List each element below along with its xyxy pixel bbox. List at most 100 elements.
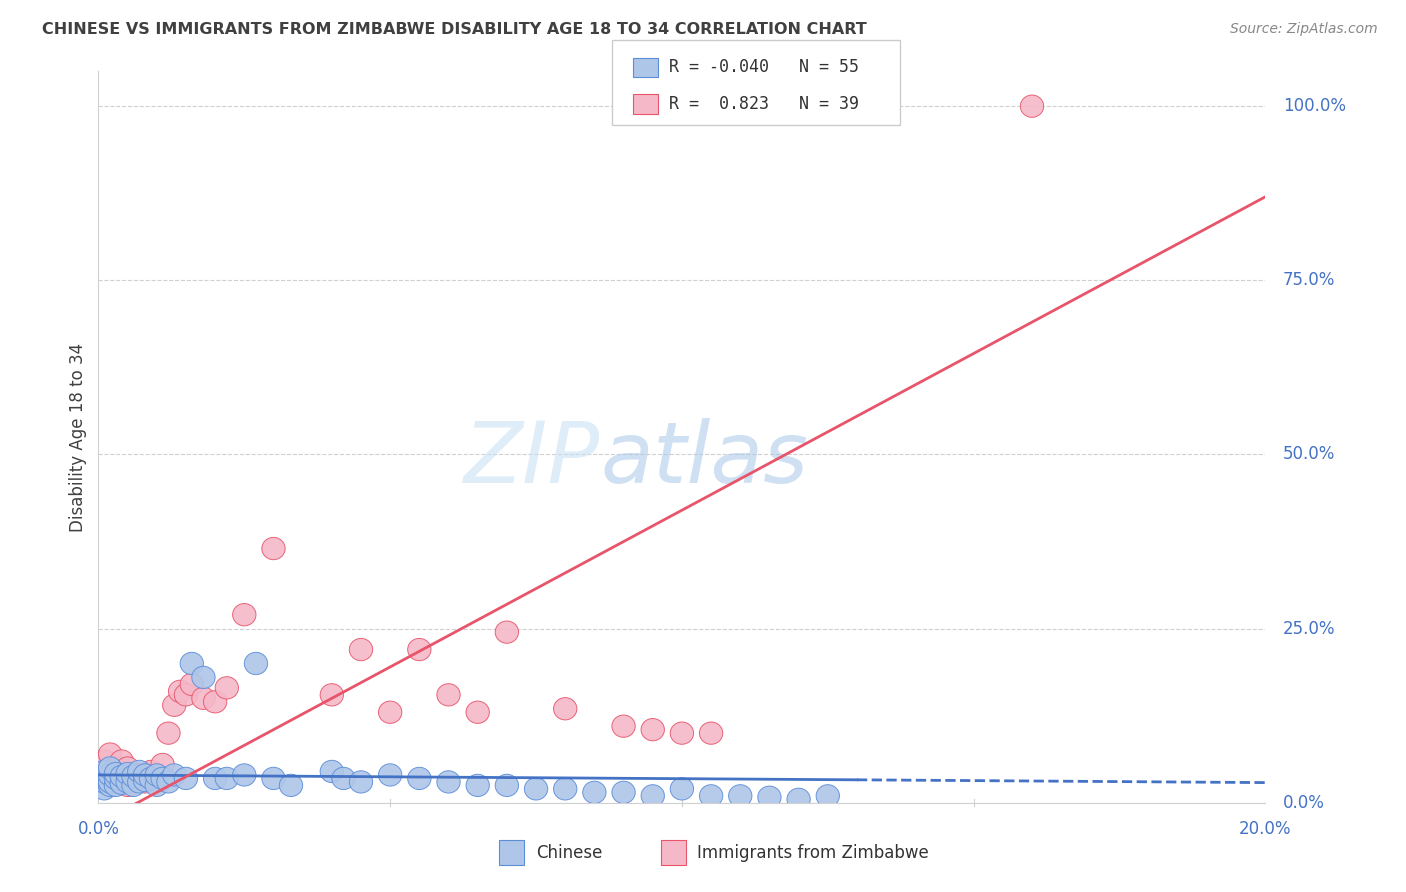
Text: 0.0%: 0.0% <box>77 821 120 838</box>
Ellipse shape <box>145 764 169 786</box>
Ellipse shape <box>98 760 122 782</box>
Ellipse shape <box>204 767 226 789</box>
Ellipse shape <box>758 786 782 808</box>
Ellipse shape <box>128 760 150 782</box>
Ellipse shape <box>612 781 636 804</box>
Ellipse shape <box>245 652 267 674</box>
Ellipse shape <box>495 774 519 797</box>
Ellipse shape <box>554 778 576 800</box>
Ellipse shape <box>163 764 186 786</box>
Ellipse shape <box>115 763 139 785</box>
Ellipse shape <box>232 604 256 626</box>
Ellipse shape <box>180 652 204 674</box>
Ellipse shape <box>174 683 198 706</box>
Ellipse shape <box>104 763 128 785</box>
Ellipse shape <box>122 774 145 797</box>
Ellipse shape <box>93 771 115 793</box>
Ellipse shape <box>349 639 373 661</box>
Ellipse shape <box>139 760 163 782</box>
Ellipse shape <box>204 690 226 713</box>
Ellipse shape <box>145 774 169 797</box>
Ellipse shape <box>169 681 191 703</box>
Ellipse shape <box>180 673 204 696</box>
Text: 75.0%: 75.0% <box>1282 271 1336 289</box>
Ellipse shape <box>215 767 239 789</box>
Ellipse shape <box>93 778 115 800</box>
Ellipse shape <box>115 771 139 793</box>
Ellipse shape <box>437 683 460 706</box>
Ellipse shape <box>641 785 665 807</box>
Text: 20.0%: 20.0% <box>1239 821 1292 838</box>
Ellipse shape <box>157 771 180 793</box>
Ellipse shape <box>699 785 723 807</box>
Text: CHINESE VS IMMIGRANTS FROM ZIMBABWE DISABILITY AGE 18 TO 34 CORRELATION CHART: CHINESE VS IMMIGRANTS FROM ZIMBABWE DISA… <box>42 22 868 37</box>
Ellipse shape <box>104 774 128 797</box>
Ellipse shape <box>280 774 302 797</box>
Ellipse shape <box>98 743 122 765</box>
Text: Immigrants from Zimbabwe: Immigrants from Zimbabwe <box>697 844 929 862</box>
Ellipse shape <box>98 756 122 779</box>
Ellipse shape <box>1021 95 1043 118</box>
Ellipse shape <box>134 764 157 786</box>
Text: R =  0.823   N = 39: R = 0.823 N = 39 <box>669 95 859 112</box>
Text: 100.0%: 100.0% <box>1282 97 1346 115</box>
Ellipse shape <box>93 764 115 786</box>
Ellipse shape <box>110 767 134 789</box>
Ellipse shape <box>104 771 128 793</box>
Ellipse shape <box>408 639 432 661</box>
Ellipse shape <box>671 778 693 800</box>
Ellipse shape <box>163 694 186 716</box>
Ellipse shape <box>93 767 115 789</box>
Ellipse shape <box>93 750 115 772</box>
Ellipse shape <box>787 789 810 811</box>
Text: 0.0%: 0.0% <box>1282 794 1324 812</box>
Ellipse shape <box>671 722 693 744</box>
Ellipse shape <box>128 764 150 786</box>
Ellipse shape <box>321 683 343 706</box>
Ellipse shape <box>104 767 128 789</box>
Text: 25.0%: 25.0% <box>1282 620 1336 638</box>
Ellipse shape <box>408 767 432 789</box>
Ellipse shape <box>134 770 157 792</box>
Ellipse shape <box>98 774 122 797</box>
Ellipse shape <box>728 785 752 807</box>
Ellipse shape <box>110 750 134 772</box>
Ellipse shape <box>612 715 636 738</box>
Ellipse shape <box>122 765 145 788</box>
Text: Chinese: Chinese <box>536 844 602 862</box>
Text: ZIP: ZIP <box>464 417 600 500</box>
Ellipse shape <box>215 677 239 699</box>
Ellipse shape <box>262 767 285 789</box>
Ellipse shape <box>134 771 157 793</box>
Ellipse shape <box>110 772 134 795</box>
Text: R = -0.040   N = 55: R = -0.040 N = 55 <box>669 58 859 77</box>
Ellipse shape <box>191 666 215 689</box>
Ellipse shape <box>262 537 285 559</box>
Ellipse shape <box>321 760 343 782</box>
Ellipse shape <box>524 778 548 800</box>
Ellipse shape <box>378 764 402 786</box>
Ellipse shape <box>641 719 665 740</box>
Ellipse shape <box>699 722 723 744</box>
Text: Source: ZipAtlas.com: Source: ZipAtlas.com <box>1230 22 1378 37</box>
Ellipse shape <box>582 781 606 804</box>
Ellipse shape <box>110 765 134 788</box>
Ellipse shape <box>104 756 128 779</box>
Ellipse shape <box>349 771 373 793</box>
Ellipse shape <box>157 722 180 744</box>
Ellipse shape <box>115 756 139 779</box>
Ellipse shape <box>495 621 519 643</box>
Text: atlas: atlas <box>600 417 808 500</box>
Ellipse shape <box>554 698 576 720</box>
Ellipse shape <box>139 767 163 789</box>
Ellipse shape <box>115 774 139 797</box>
Ellipse shape <box>174 767 198 789</box>
Ellipse shape <box>93 760 115 782</box>
Ellipse shape <box>815 785 839 807</box>
Ellipse shape <box>232 764 256 786</box>
Ellipse shape <box>98 771 122 793</box>
Ellipse shape <box>145 764 169 786</box>
Ellipse shape <box>332 767 356 789</box>
Y-axis label: Disability Age 18 to 34: Disability Age 18 to 34 <box>69 343 87 532</box>
Ellipse shape <box>122 767 145 789</box>
